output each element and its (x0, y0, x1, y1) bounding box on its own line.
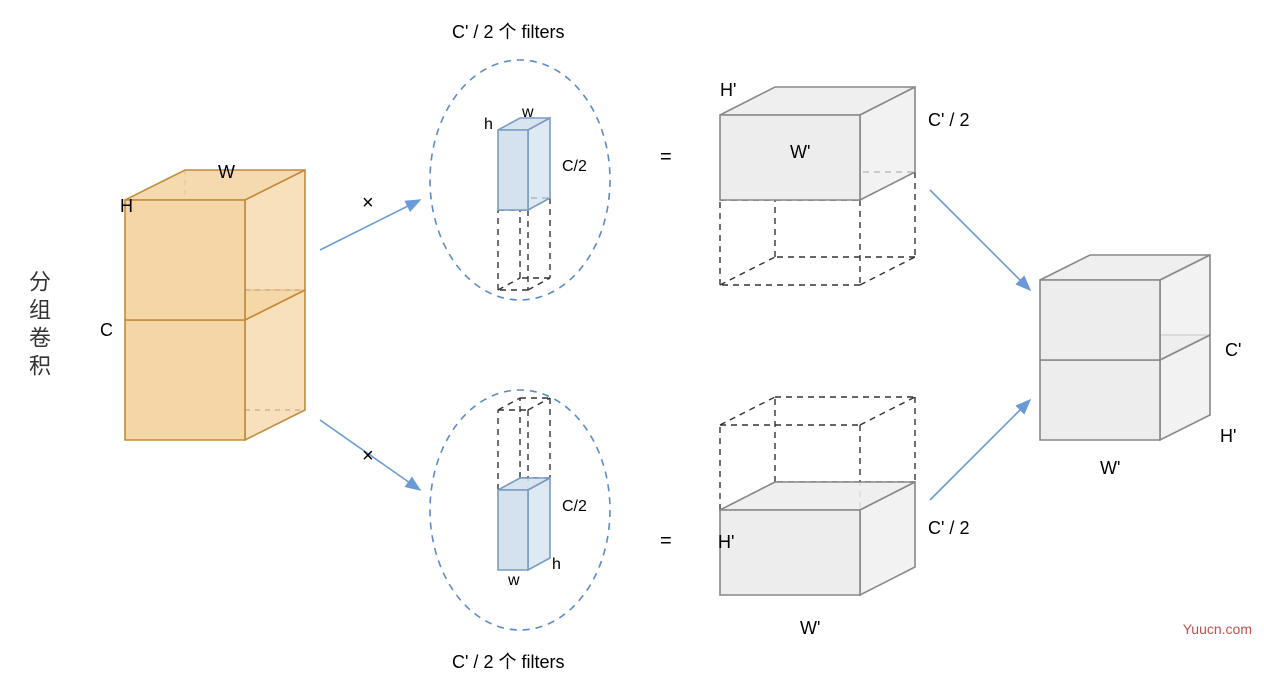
out-final-C: C' (1225, 340, 1241, 361)
filter-bot-C2: C/2 (562, 498, 587, 516)
filter-top-w: w (522, 104, 534, 122)
diagram-canvas (0, 0, 1264, 693)
watermark: Yuucn.com (1183, 621, 1252, 637)
out-top-W: W' (790, 142, 810, 163)
out-final-W: W' (1100, 458, 1120, 479)
mult-top: × (362, 192, 374, 215)
eq-top: = (660, 146, 672, 169)
mult-bot: × (362, 445, 374, 468)
label-input-W: W (218, 162, 235, 183)
eq-bot: = (660, 530, 672, 553)
filter-bot-w: w (508, 572, 520, 590)
out-bot-H: H' (718, 532, 734, 553)
filter-top-C2: C/2 (562, 158, 587, 176)
filter-bot-h: h (552, 556, 561, 574)
out-bot-C2: C' / 2 (928, 518, 969, 539)
filter-bot-title: C' / 2 个 filters (452, 648, 564, 674)
out-top-C2: C' / 2 (928, 110, 969, 131)
out-bot-W: W' (800, 618, 820, 639)
filter-top-h: h (484, 116, 493, 134)
out-top-H: H' (720, 80, 736, 101)
title-vertical: 分组卷积 (22, 270, 54, 382)
label-input-H: H (120, 196, 133, 217)
label-input-C: C (100, 320, 113, 341)
filter-top-title: C' / 2 个 filters (452, 18, 564, 44)
out-final-H: H' (1220, 426, 1236, 447)
